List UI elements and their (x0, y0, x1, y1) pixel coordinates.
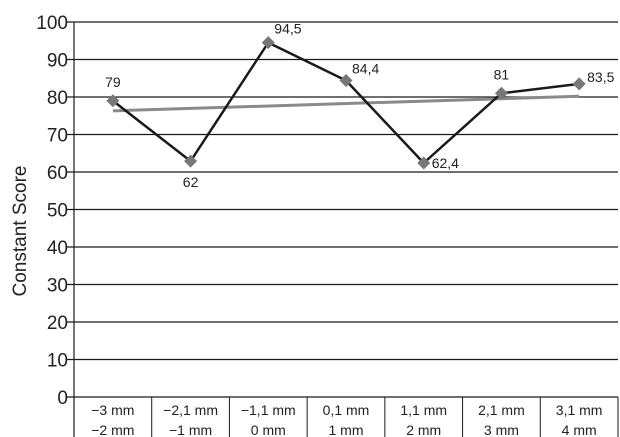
data-label: 81 (494, 66, 510, 82)
x-tick-label: 4 mm (562, 422, 597, 437)
y-tick-label: 0 (57, 388, 68, 409)
trendline-group (112, 94, 580, 113)
data-label: 83,5 (587, 69, 614, 85)
x-tick-label: 3 mm (484, 422, 519, 437)
data-point (184, 154, 198, 168)
x-tick-label: 0 mm (251, 422, 286, 437)
data-point (261, 36, 275, 50)
x-tick-label: 1,1 mm (400, 402, 447, 418)
data-point (572, 77, 586, 91)
x-tick-label: 1 mm (329, 422, 364, 437)
y-tick-label: 50 (47, 201, 68, 222)
y-tick-label: 60 (47, 163, 68, 184)
y-tick-label: 100 (36, 13, 68, 34)
trendline (112, 94, 580, 113)
x-tick-label: −1,1 mm (241, 402, 296, 418)
gridlines (66, 21, 618, 437)
data-label: 79 (105, 74, 121, 90)
x-tick-label: 2 mm (406, 422, 441, 437)
x-tick-label: −2 mm (91, 422, 134, 437)
data-point (106, 94, 120, 108)
data-label: 84,4 (352, 61, 379, 77)
x-tick-label: 3,1 mm (556, 402, 603, 418)
y-tick-label: 20 (47, 313, 68, 334)
data-labels: 79 62 94,5 84,4 62,4 81 83,5 (105, 21, 615, 191)
y-axis-label: Constant Score (10, 166, 31, 297)
y-tick-label: 70 (47, 126, 68, 147)
x-tick-label: −2,1 mm (163, 402, 218, 418)
x-tick-label: 2,1 mm (478, 402, 525, 418)
x-tick-label: −3 mm (91, 402, 134, 418)
y-axis-ticks: 0 10 20 30 40 50 60 70 80 90 100 (36, 13, 68, 409)
y-tick-label: 10 (47, 351, 68, 372)
data-label: 94,5 (274, 21, 301, 37)
y-tick-label: 40 (47, 238, 68, 259)
data-point (417, 156, 431, 170)
data-point (494, 86, 508, 100)
data-label: 62,4 (432, 155, 459, 171)
x-tick-label: −1 mm (169, 422, 212, 437)
y-tick-label: 80 (47, 88, 68, 109)
data-markers (106, 36, 586, 170)
data-point (339, 74, 353, 87)
x-tick-label: 0,1 mm (323, 402, 370, 418)
y-tick-label: 90 (47, 51, 68, 72)
y-tick-label: 30 (47, 276, 68, 297)
data-label: 62 (183, 174, 199, 190)
x-axis-category-table: −3 mm −2 mm −2,1 mm −1 mm −1,1 mm 0 mm 0,1 mm 1… (73, 397, 619, 437)
